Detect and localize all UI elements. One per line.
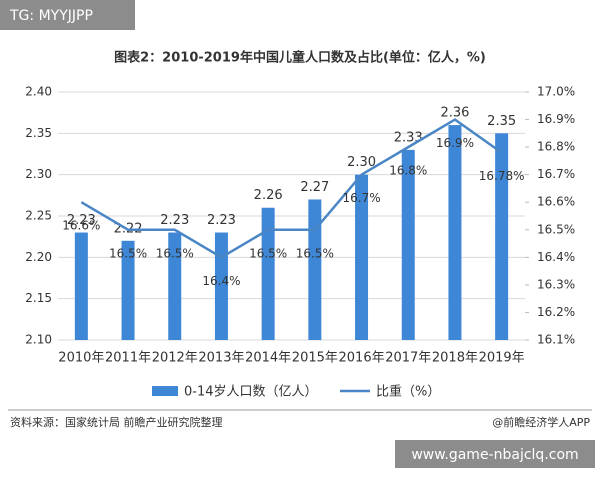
y2-tick-label: 16.8% <box>537 140 575 154</box>
line <box>80 118 503 259</box>
x-tick-label: 2013年 <box>198 351 244 366</box>
line-value-label: 16.5% <box>296 246 334 260</box>
bar <box>261 207 275 340</box>
bar-value-label: 2.23 <box>67 213 96 228</box>
x-tick-label: 2014年 <box>245 351 291 366</box>
y-tick-label: 2.40 <box>25 85 52 99</box>
bar-value-label: 2.26 <box>254 188 283 203</box>
badge-bg <box>0 0 135 30</box>
bar <box>308 199 322 340</box>
badge-top: TG: MYYJJPP <box>9 8 93 24</box>
y2-tick-label: 16.2% <box>537 305 575 319</box>
line-value-label: 16.8% <box>389 164 427 178</box>
bar-value-label: 2.36 <box>440 106 469 121</box>
y2-tick-label: 16.4% <box>537 250 575 264</box>
bar-value-label: 2.30 <box>347 155 376 170</box>
y2-tick-label: 16.7% <box>537 167 575 181</box>
bar <box>74 232 88 340</box>
y2-tick-label: 16.1% <box>537 333 575 347</box>
bar <box>168 232 182 340</box>
y-tick-label: 2.15 <box>25 291 52 305</box>
x-tick-label: 2018年 <box>432 351 478 366</box>
legend-swatch <box>152 386 178 396</box>
chart-title: 图表2：2010-2019年中国儿童人口数及占比(单位：亿人，%) <box>114 50 486 66</box>
line-value-label: 16.6% <box>62 219 100 233</box>
line-value-label: 16.9% <box>436 136 474 150</box>
y2-tick-label: 17.0% <box>537 85 575 99</box>
badge-bg <box>395 440 595 468</box>
y2-tick-label: 16.3% <box>537 277 575 291</box>
bar-value-label: 2.27 <box>300 180 329 195</box>
line-value-label: 16.7% <box>342 191 380 205</box>
bar <box>214 232 228 340</box>
badge-bottom: www.game-nbajclq.com <box>411 447 578 463</box>
x-tick-label: 2019年 <box>479 351 525 366</box>
legend-label: 比重（%） <box>376 384 440 400</box>
y2-tick-label: 16.9% <box>537 112 575 126</box>
line-value-label: 16.5% <box>249 246 287 260</box>
line-value-label: 16.4% <box>202 274 240 288</box>
x-tick-label: 2016年 <box>339 351 385 366</box>
y-tick-label: 2.10 <box>25 333 52 347</box>
y-tick-label: 2.25 <box>25 209 52 223</box>
y-tick-label: 2.30 <box>25 167 52 181</box>
bar-value-label: 2.23 <box>160 213 189 228</box>
line-value-label: 16.5% <box>109 246 147 260</box>
bar <box>401 149 415 340</box>
x-tick-label: 2011年 <box>105 351 151 366</box>
line-value-label: 16.5% <box>156 246 194 260</box>
bar-value-label: 2.33 <box>394 130 423 145</box>
y2-tick-label: 16.5% <box>537 222 575 236</box>
bar <box>355 174 369 340</box>
bar <box>495 133 509 340</box>
y-tick-label: 2.35 <box>25 126 52 140</box>
bar <box>448 125 462 340</box>
x-tick-label: 2010年 <box>58 351 104 366</box>
line-value-label: 16.78% <box>479 169 525 183</box>
x-tick-label: 2012年 <box>152 351 198 366</box>
bar-value-label: 2.35 <box>487 114 516 129</box>
x-tick-label: 2017年 <box>385 351 431 366</box>
bar-value-label: 2.23 <box>207 213 236 228</box>
bar <box>121 240 135 340</box>
x-tick-label: 2015年 <box>292 351 338 366</box>
legend-label: 0-14岁人口数（亿人） <box>184 385 318 400</box>
brand: @前瞻经济学人APP <box>492 415 590 429</box>
source: 资料来源：国家统计局 前瞻产业研究院整理 <box>10 415 223 429</box>
y2-tick-label: 16.6% <box>537 195 575 209</box>
y-tick-label: 2.20 <box>25 250 52 264</box>
